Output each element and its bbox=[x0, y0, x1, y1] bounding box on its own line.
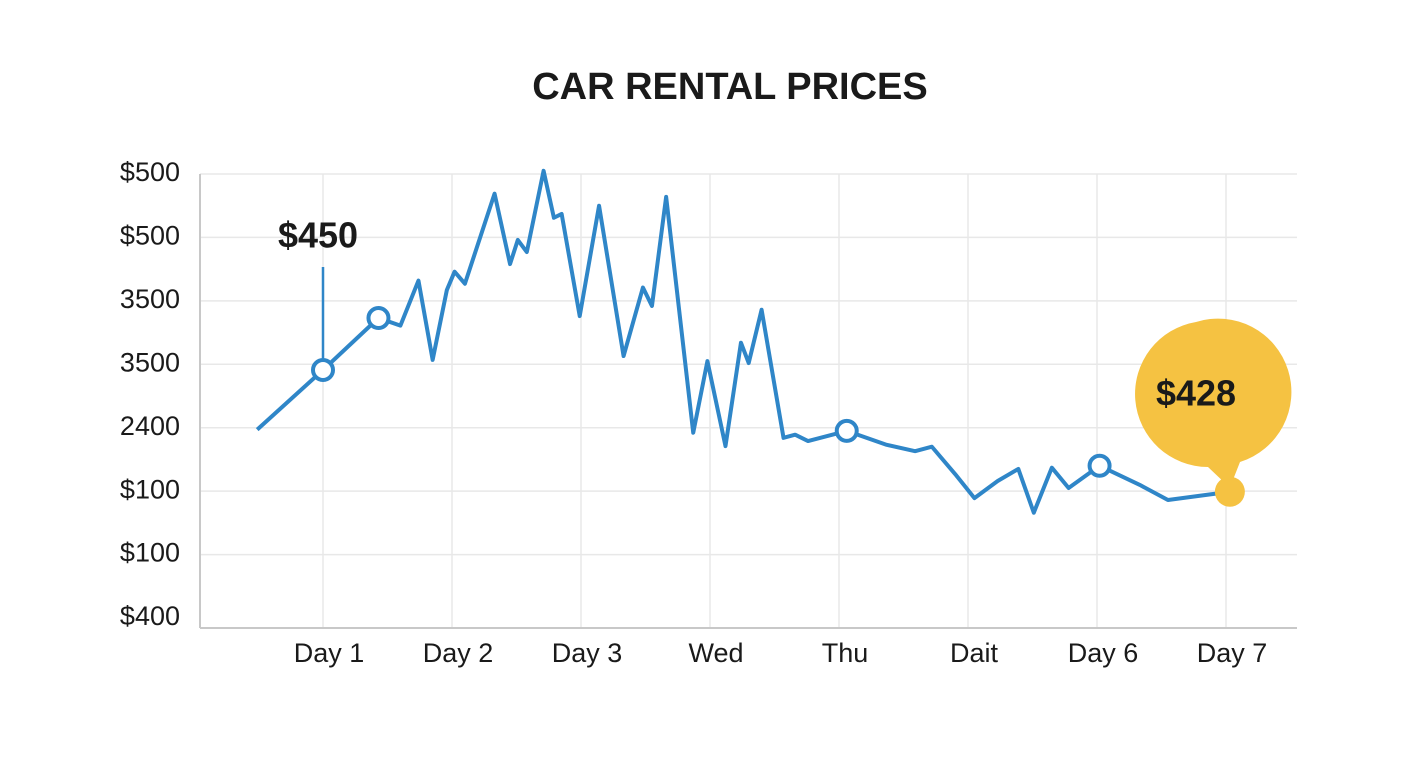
point-marker bbox=[1087, 453, 1112, 478]
x-tick-label: Day 2 bbox=[423, 638, 494, 668]
price-line bbox=[255, 168, 1231, 515]
x-tick-label: Day 3 bbox=[552, 638, 623, 668]
x-tick-label: Day 6 bbox=[1068, 638, 1139, 668]
y-tick-label: $500 bbox=[120, 221, 180, 251]
chart-title: CAR RENTAL PRICES bbox=[532, 66, 928, 108]
point-marker bbox=[311, 357, 335, 382]
annotation: $428 bbox=[1156, 373, 1236, 414]
y-tick-label: $100 bbox=[120, 538, 180, 568]
y-tick-label: 3500 bbox=[120, 347, 180, 377]
point-marker bbox=[834, 418, 859, 443]
point-marker bbox=[366, 305, 391, 330]
x-tick-label: Thu bbox=[822, 638, 869, 668]
x-tick-label: Dait bbox=[950, 638, 999, 668]
y-tick-label: $500 bbox=[120, 157, 180, 187]
x-tick-label: Wed bbox=[688, 638, 743, 668]
y-tick-label: $100 bbox=[120, 474, 180, 504]
x-tick-label: Day 1 bbox=[294, 638, 365, 668]
y-tick-label: 3500 bbox=[120, 284, 180, 314]
annotation: $450 bbox=[278, 215, 358, 256]
highlight-marker bbox=[1214, 476, 1245, 507]
y-tick-label: $400 bbox=[120, 601, 180, 631]
callout-bubble bbox=[1135, 318, 1292, 488]
y-tick-label: 2400 bbox=[120, 411, 180, 441]
x-tick-label: Day 7 bbox=[1197, 638, 1268, 668]
